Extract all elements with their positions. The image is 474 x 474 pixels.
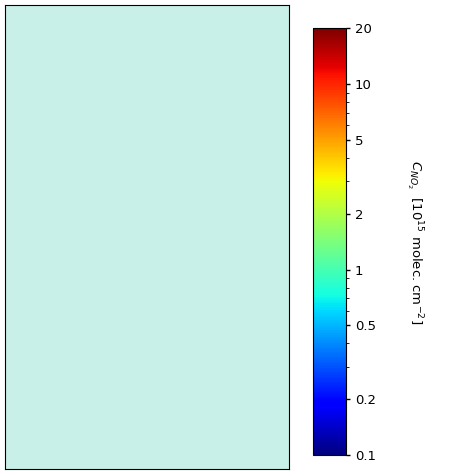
Y-axis label: $C_{NO_2}$  $[10^{15}$ molec. cm$^{-2}]$: $C_{NO_2}$ $[10^{15}$ molec. cm$^{-2}]$ [404,160,425,324]
